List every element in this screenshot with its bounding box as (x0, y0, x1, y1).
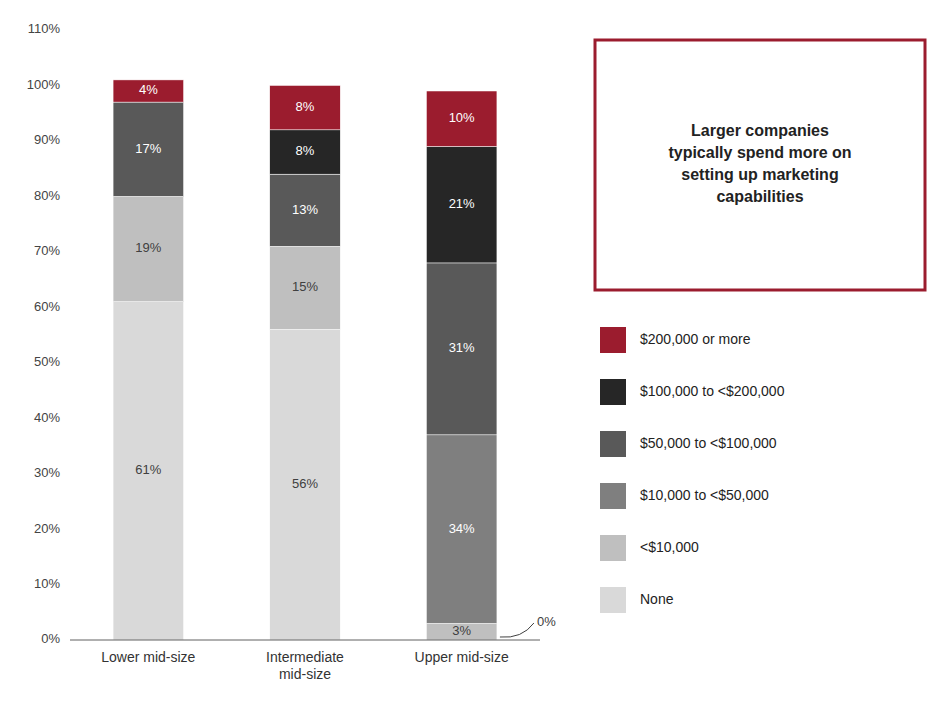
data-label: 3% (452, 623, 471, 638)
data-label: 19% (135, 240, 161, 255)
y-tick-label: 20% (34, 521, 60, 536)
bar-segment (270, 130, 341, 174)
x-axis: Lower mid-size Intermediatemid-size Upper … (101, 649, 509, 682)
bar-segment (426, 146, 497, 262)
annotation: Larger companies typically spend more on s… (595, 40, 925, 290)
chart: 0% 10% 20% 30% 40% 50% 60% 70% 80% 90% 100% 110% 61%… (0, 0, 952, 719)
y-tick-label: 0% (41, 631, 60, 646)
bar-segment (426, 435, 497, 624)
bar-segment (426, 91, 497, 146)
series (113, 102, 497, 435)
x-tick-label: Intermediatemid-size (266, 649, 344, 682)
bar-segment (426, 263, 497, 435)
bar-segment (113, 80, 184, 102)
bar-segment (270, 85, 341, 129)
legend-swatch (600, 483, 626, 509)
bar-segment (113, 302, 184, 640)
x-axis-line (70, 640, 540, 641)
bar-segment (426, 623, 497, 640)
data-label: 17% (135, 141, 161, 156)
data-label: 31% (449, 340, 475, 355)
data-label: 13% (292, 202, 318, 217)
legend-swatch (600, 327, 626, 353)
x-tick-label: Upper mid-size (415, 649, 509, 665)
series (270, 130, 497, 263)
y-axis: 0% 10% 20% 30% 40% 50% 60% 70% 80% 90% 100% 110% (27, 21, 61, 646)
data-label: 15% (292, 279, 318, 294)
legend-label: <$10,000 (640, 539, 699, 555)
annotation-text: Larger companies typically spend more on s… (668, 122, 851, 205)
bars (113, 80, 497, 640)
y-tick-label: 10% (34, 576, 60, 591)
legend-label: $100,000 to <$200,000 (640, 383, 785, 399)
series (113, 80, 497, 147)
y-tick-label: 50% (34, 354, 60, 369)
bar-segment (270, 174, 341, 246)
y-tick-label: 80% (34, 188, 60, 203)
bar-segment (113, 102, 184, 196)
legend-label: $200,000 or more (640, 331, 751, 347)
series (113, 302, 340, 640)
annotation-line: Larger companies (691, 122, 829, 139)
y-tick-label: 110% (28, 21, 61, 36)
legend-label: $10,000 to <$50,000 (640, 487, 769, 503)
series (426, 435, 497, 624)
legend-swatch (600, 587, 626, 613)
data-label: 21% (449, 196, 475, 211)
y-tick-label: 90% (34, 132, 60, 147)
y-tick-label: 100% (27, 77, 61, 92)
data-label: 34% (449, 521, 475, 536)
legend-label: None (640, 591, 674, 607)
y-tick-label: 40% (34, 410, 60, 425)
data-label: 56% (292, 476, 318, 491)
data-label: 4% (139, 82, 158, 97)
leader-line (500, 623, 534, 637)
x-tick-label-line: Upper mid-size (415, 649, 509, 665)
bar-segment (270, 246, 341, 329)
annotation-line: typically spend more on (668, 144, 851, 161)
legend-swatch (600, 535, 626, 561)
legend-swatch (600, 431, 626, 457)
legend-swatch (600, 379, 626, 405)
x-tick-label-line: Lower mid-size (101, 649, 195, 665)
bar-segment (270, 329, 341, 640)
x-tick-label: Lower mid-size (101, 649, 195, 665)
data-label: 8% (296, 143, 315, 158)
annotation-line: capabilities (716, 188, 803, 205)
data-label: 0% (537, 614, 556, 629)
data-label: 61% (135, 462, 161, 477)
x-tick-label-line: mid-size (279, 666, 331, 682)
y-tick-label: 60% (34, 299, 60, 314)
legend: $200,000 or more $100,000 to <$200,000 $50… (600, 327, 785, 613)
annotation-box (595, 40, 925, 290)
x-tick-label-line: Intermediate (266, 649, 344, 665)
data-label: 10% (449, 110, 475, 125)
annotation-line: setting up marketing (681, 166, 838, 183)
y-tick-label: 70% (34, 243, 60, 258)
bar-segment (113, 196, 184, 301)
legend-label: $50,000 to <$100,000 (640, 435, 777, 451)
y-tick-label: 30% (34, 465, 60, 480)
data-label: 8% (296, 99, 315, 114)
data-labels: 61% 56% 0% 19% 15% 3% 34% 17% 13% 31% 8% 21% 4% 8% 10% (135, 82, 556, 638)
